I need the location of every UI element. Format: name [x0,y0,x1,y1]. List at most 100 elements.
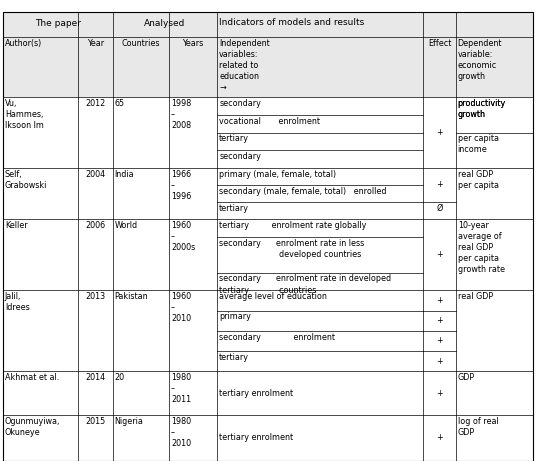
Text: Years: Years [182,39,204,48]
Bar [78,290,113,371]
Text: Dependent
variable:
economic
growth: Dependent variable: economic growth [458,39,502,81]
Bar [3,290,78,371]
Bar [456,415,533,461]
Text: Year: Year [87,39,103,48]
Bar [3,219,78,290]
Bar [169,371,217,415]
Bar [113,415,169,461]
Text: real GDP: real GDP [458,292,493,301]
Text: 1960
–
2000s: 1960 – 2000s [171,221,195,252]
Text: +: + [436,316,443,325]
Bar [456,371,533,415]
Text: +: + [436,181,443,189]
Text: Pakistan: Pakistan [115,292,148,301]
Text: 2015: 2015 [85,417,105,426]
Text: Jalil,
Idrees: Jalil, Idrees [5,292,29,313]
Text: tertiary: tertiary [219,135,249,143]
Bar [423,290,456,371]
Text: log of real
GDP: log of real GDP [458,417,498,437]
Bar [217,168,423,219]
Text: Analysed: Analysed [144,18,185,28]
Text: +: + [436,337,443,345]
Bar [3,415,78,461]
Text: secondary      enrolment rate in developed
tertiary            countries: secondary enrolment rate in developed te… [219,274,391,295]
Text: productivity
growth: productivity growth [458,99,506,119]
Text: vocational       enrolment: vocational enrolment [219,117,320,125]
Text: Keller: Keller [5,221,27,230]
Bar [78,168,113,219]
Text: tertiary: tertiary [219,204,249,213]
Text: tertiary enrolment: tertiary enrolment [219,389,293,397]
Bar [423,415,456,461]
Bar [113,219,169,290]
Text: Independent
variables:
related to
education
→: Independent variables: related to educat… [219,39,270,92]
Text: secondary      enrolment rate in less
                        developed countrie: secondary enrolment rate in less develop… [219,239,364,259]
Text: Akhmat et al.: Akhmat et al. [5,373,59,382]
Text: Countries: Countries [122,39,160,48]
Bar [169,97,217,168]
Bar [217,37,423,97]
Text: 2012: 2012 [85,99,105,108]
Text: real GDP
per capita: real GDP per capita [458,170,498,190]
Text: secondary (male, female, total)   enrolled: secondary (male, female, total) enrolled [219,187,387,196]
Text: Author(s): Author(s) [5,39,42,48]
Bar [3,37,78,97]
Bar [113,37,169,97]
Bar [169,219,217,290]
Bar [78,97,113,168]
Text: 1960
–
2010: 1960 – 2010 [171,292,191,324]
Text: Indicators of models and results: Indicators of models and results [219,18,364,27]
Text: 1998
–
2008: 1998 – 2008 [171,99,191,130]
Text: +: + [436,356,443,366]
Text: tertiary: tertiary [219,353,249,362]
Bar [169,168,217,219]
Bar [3,97,78,168]
Bar [217,290,423,371]
Bar [456,97,533,168]
Text: Ogunmuyiwa,
Okuneye: Ogunmuyiwa, Okuneye [5,417,60,437]
Bar [423,37,456,97]
Text: +: + [436,250,443,259]
Text: +: + [436,128,443,137]
Bar [456,168,533,219]
Text: World: World [115,221,138,230]
Bar [78,371,113,415]
Bar [217,12,533,37]
Text: primary: primary [219,313,251,321]
Bar [3,168,78,219]
Text: +: + [436,389,443,397]
Bar [113,371,169,415]
Bar [3,371,78,415]
Bar [423,219,456,290]
Bar [113,290,169,371]
Bar [113,97,169,168]
Text: 20: 20 [115,373,125,382]
Text: GDP: GDP [458,373,475,382]
Bar [456,219,533,290]
Bar [78,415,113,461]
Bar [3,12,113,37]
Text: Vu,
Hammes,
Iksoon Im: Vu, Hammes, Iksoon Im [5,99,44,130]
Text: 65: 65 [115,99,125,108]
Bar [169,415,217,461]
Text: tertiary         enrolment rate globally: tertiary enrolment rate globally [219,221,367,230]
Text: average level of education: average level of education [219,292,327,301]
Bar [217,371,423,415]
Bar [169,37,217,97]
Text: per capita
income: per capita income [458,135,498,154]
Text: +: + [436,296,443,305]
Bar [113,168,169,219]
Bar [217,415,423,461]
Bar [78,219,113,290]
Text: secondary: secondary [219,152,261,161]
Bar [456,37,533,97]
Text: productivity
growth: productivity growth [458,99,506,119]
Text: 2014: 2014 [85,373,105,382]
Bar [217,219,423,290]
Bar [78,37,113,97]
Text: 2006: 2006 [85,221,105,230]
Bar [169,290,217,371]
Text: 1980
–
2011: 1980 – 2011 [171,373,191,404]
Text: 1980
–
2010: 1980 – 2010 [171,417,191,448]
Bar [423,97,456,168]
